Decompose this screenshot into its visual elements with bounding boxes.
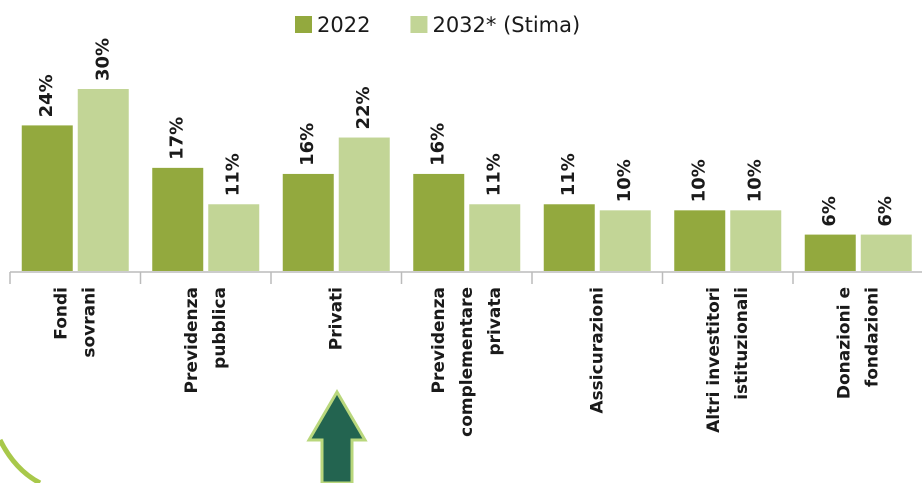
- x-tick-label: Donazioni e: [834, 287, 854, 399]
- x-tick-label: fondazioni: [862, 287, 882, 387]
- x-tick-label: istituzionali: [732, 287, 752, 400]
- x-tick-label: Assicurazioni: [587, 287, 607, 414]
- x-tick-label: Previdenza: [429, 287, 449, 393]
- data-label: 22%: [353, 86, 374, 129]
- bar: [469, 204, 521, 271]
- legend-swatch: [410, 16, 428, 33]
- x-tick-label: pubblica: [210, 287, 230, 369]
- data-label: 10%: [614, 159, 635, 202]
- bar: [599, 210, 651, 271]
- arrow: [306, 389, 368, 483]
- bar: [208, 204, 260, 271]
- bar: [77, 89, 129, 271]
- bar: [543, 204, 595, 271]
- data-label: 11%: [223, 153, 244, 196]
- data-label: 11%: [484, 153, 505, 196]
- bar: [338, 137, 390, 271]
- data-label: 6%: [875, 196, 896, 227]
- legend-swatch: [295, 16, 312, 33]
- bar: [674, 210, 726, 271]
- data-label: 10%: [689, 159, 710, 202]
- x-tick-label: complementare: [457, 287, 477, 437]
- data-label: 10%: [745, 159, 766, 202]
- x-tick-label: Altri investitori: [704, 287, 724, 433]
- bar: [860, 234, 912, 271]
- legend-label: 2022: [317, 13, 370, 37]
- x-tick-label: Fondi: [51, 287, 71, 340]
- x-tick-label: Privati: [326, 287, 346, 350]
- decor-curve: [0, 438, 42, 483]
- legend-label: 2032* (Stima): [432, 13, 580, 37]
- bar: [152, 167, 204, 271]
- data-label: 16%: [297, 123, 318, 166]
- data-label: 17%: [167, 117, 188, 160]
- bar: [21, 125, 73, 272]
- x-tick-label: Previdenza: [182, 287, 202, 393]
- bar: [730, 210, 782, 271]
- data-label: 30%: [92, 38, 113, 81]
- data-label: 24%: [36, 74, 57, 117]
- x-tick-label: sovrani: [79, 287, 99, 358]
- data-label: 6%: [819, 196, 840, 227]
- bar: [804, 234, 856, 271]
- bar: [282, 173, 334, 271]
- x-tick-label: privata: [485, 287, 505, 356]
- bar: [413, 173, 465, 271]
- data-label: 11%: [558, 153, 579, 196]
- data-label: 16%: [428, 123, 449, 166]
